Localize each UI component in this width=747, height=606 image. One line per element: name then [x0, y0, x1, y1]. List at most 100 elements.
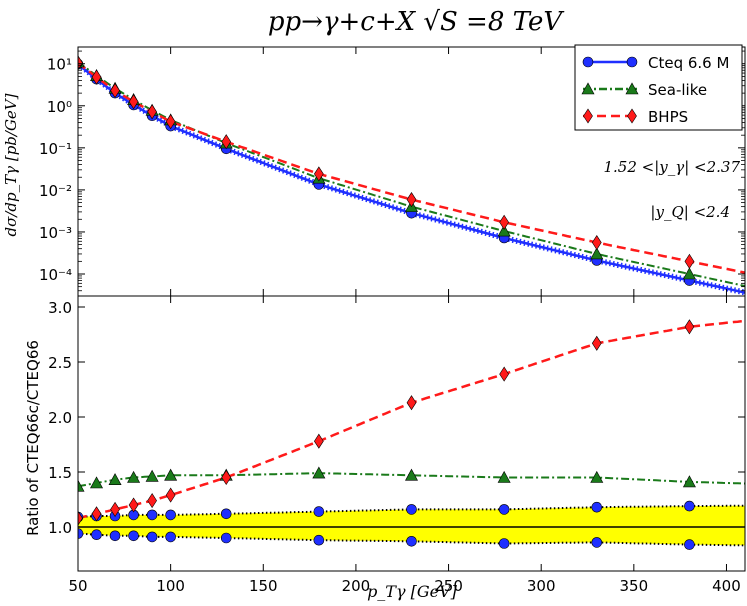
band-lower-point	[684, 539, 695, 550]
rapidity-annotation-quark: |y_Q| <2.4	[650, 203, 730, 221]
legend-bhps-marker	[583, 108, 593, 124]
bhps-point	[78, 55, 83, 71]
ratio-sea-like-point	[164, 468, 178, 481]
x-tick-label: 250	[434, 577, 463, 595]
ratio-sea-like-point	[127, 470, 141, 483]
band-upper-point	[591, 501, 603, 513]
x-tick-label: 50	[68, 577, 87, 595]
band-lower-point	[78, 528, 84, 539]
ratio-bhps-point	[684, 319, 695, 335]
bottom-y-tick-label: 2.5	[48, 354, 72, 372]
ratio-bhps-point	[591, 335, 602, 351]
ratio-sea-like-point	[78, 479, 85, 492]
bottom-y-axis-label: Ratio of CTEQ66c/CTEQ66	[24, 340, 42, 536]
band-lower-point	[128, 530, 139, 542]
bhps-point	[314, 166, 324, 182]
bhps-point	[684, 253, 695, 269]
band-upper-point	[165, 509, 176, 521]
band-lower-point	[220, 532, 232, 544]
cteq-band-lower-line	[78, 65, 745, 296]
ratio-bhps-point	[78, 510, 83, 526]
top-y-tick-label: 10⁻¹	[39, 140, 72, 158]
band-upper-point	[684, 500, 695, 512]
ratio-bhps-point	[221, 469, 232, 486]
band-upper-point	[313, 506, 325, 517]
band-lower-point	[146, 531, 158, 543]
chart-title: pp→γ+c+X √S =8 TeV	[268, 7, 564, 37]
bottom-curves	[78, 319, 745, 550]
bhps-point	[128, 94, 139, 110]
ratio-bhps-point	[165, 487, 176, 503]
bhps-point	[165, 114, 176, 130]
ratio-sea-like-point	[312, 466, 326, 479]
ratio-sea-like-point	[682, 475, 696, 488]
ratio-bhps-line	[78, 319, 745, 520]
band-upper-point	[406, 504, 417, 515]
ratio-sea-like-point	[404, 468, 419, 481]
top-y-tick-label: 10⁰	[47, 98, 72, 116]
sea-like-point	[682, 267, 696, 280]
ratio-bhps-point	[91, 506, 102, 522]
band-lower-point	[313, 534, 325, 546]
ratio-bhps-point	[147, 493, 157, 509]
x-tick-label: 400	[712, 577, 741, 595]
band-upper-point	[220, 508, 232, 520]
x-axis-label: p_Tγ [GeV]	[367, 582, 458, 601]
bottom-y-tick-label: 2.0	[48, 409, 72, 427]
band-upper-point	[146, 509, 158, 521]
ratio-bhps-point	[128, 497, 139, 513]
bhps-point	[591, 234, 602, 251]
top-y-tick-label: 10⁻⁴	[39, 266, 72, 284]
cteq-band-upper-line	[78, 61, 745, 292]
legend-sea-like-marker	[581, 82, 595, 95]
ratio-sea-like-point	[90, 476, 104, 489]
bottom-y-tick-label: 3.0	[48, 299, 72, 317]
sea-like-point	[590, 247, 604, 260]
legend-sea-like-marker	[625, 82, 639, 95]
rapidity-annotation-photon: 1.52 <|y_γ| <2.37	[603, 158, 740, 176]
ratio-sea-like-point	[108, 473, 122, 486]
band-lower-point	[498, 538, 510, 549]
bottom-y-tick-label: 1.5	[48, 464, 72, 482]
x-tick-label: 300	[527, 577, 556, 595]
x-tick-label: 350	[620, 577, 649, 595]
ratio-bhps-point	[314, 433, 324, 449]
legend-cteq-marker	[626, 56, 638, 68]
bhps-point	[91, 69, 102, 85]
top-y-tick-label: 10¹	[47, 56, 72, 74]
ratio-sea-like-point	[145, 469, 159, 482]
band-lower-point	[91, 529, 102, 541]
x-tick-label: 200	[342, 577, 371, 595]
ratio-bhps-point	[499, 366, 509, 382]
bhps-point	[110, 83, 120, 99]
band-upper-point	[498, 504, 510, 515]
bhps-point	[147, 104, 157, 120]
uncertainty-band	[78, 505, 745, 546]
band-lower-point	[591, 537, 603, 548]
top-y-tick-label: 10⁻²	[39, 182, 72, 200]
bottom-y-tick-label: 1.0	[48, 519, 72, 537]
legend-bhps-marker	[627, 108, 637, 124]
bhps-point	[499, 214, 509, 230]
x-tick-label: 100	[156, 577, 185, 595]
ratio-bhps-point	[406, 395, 417, 411]
top-y-axis-label: dσ/dp_Tγ [pb/GeV]	[2, 93, 20, 236]
x-tick-label: 150	[249, 577, 278, 595]
band-lower-point	[165, 531, 176, 543]
bottom-panel: 1.0 1.5 2.0 2.5 3.0 50 100 150 200 250 300 350 400	[48, 295, 746, 595]
legend-sea-like-label: Sea-like	[648, 81, 707, 99]
bhps-point	[406, 191, 417, 208]
figure-labels: pp→γ+c+X √S =8 TeV dσ/dp_Tγ [pb/GeV] Rat…	[2, 7, 740, 601]
ratio-sea-like-point	[497, 470, 511, 483]
legend-bhps-label: BHPS	[648, 108, 688, 126]
band-lower-point	[406, 535, 417, 547]
legend: Cteq 6.6 M Sea-like BHPS	[574, 44, 743, 131]
ratio-bhps-point	[110, 501, 120, 517]
legend-cteq-marker	[582, 56, 594, 68]
top-y-tick-label: 10⁻³	[39, 224, 72, 242]
bottom-axes-frame	[77, 295, 746, 572]
top-curves	[78, 55, 745, 296]
legend-cteq-label: Cteq 6.6 M	[648, 54, 729, 72]
ratio-sea-like-point	[590, 470, 604, 483]
